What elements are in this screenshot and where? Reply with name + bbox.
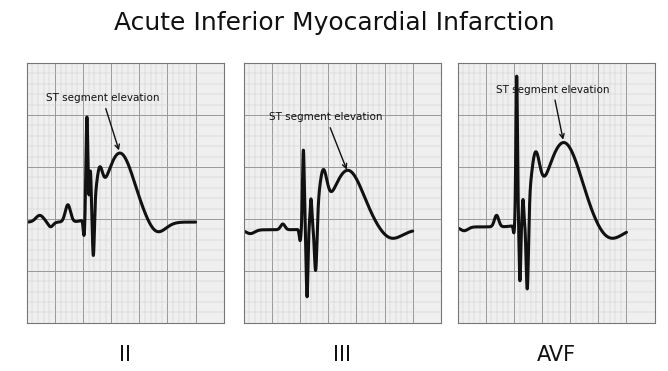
Text: AVF: AVF xyxy=(536,345,576,365)
Text: III: III xyxy=(333,345,351,365)
Text: ST segment elevation: ST segment elevation xyxy=(46,93,159,149)
Text: ST segment elevation: ST segment elevation xyxy=(269,112,383,168)
Text: II: II xyxy=(120,345,131,365)
Text: Acute Inferior Myocardial Infarction: Acute Inferior Myocardial Infarction xyxy=(114,11,554,35)
Text: ST segment elevation: ST segment elevation xyxy=(496,85,610,138)
